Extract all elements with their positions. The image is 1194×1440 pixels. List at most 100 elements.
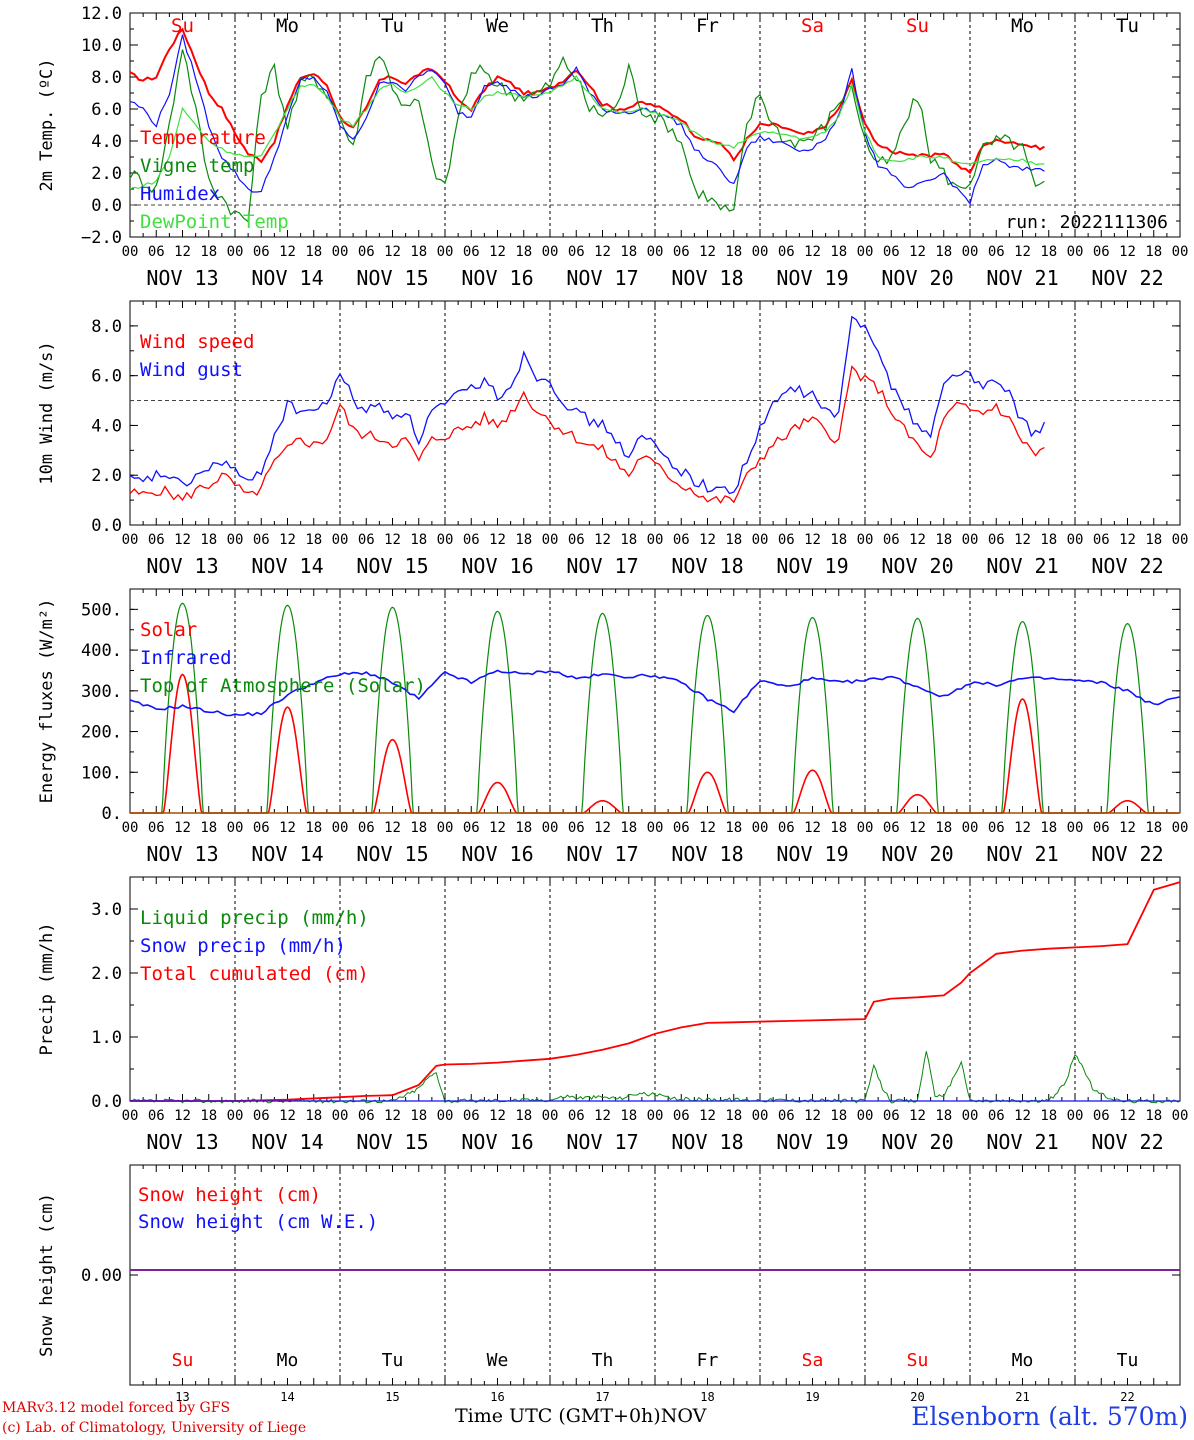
hour-tick-label: 06 (358, 244, 375, 260)
hour-tick-label: 18 (1040, 532, 1057, 548)
hour-tick-label: 00 (1067, 1108, 1084, 1124)
series-toa-solar-line (130, 602, 1179, 814)
hour-tick-label: 18 (725, 244, 742, 260)
hour-tick-label: 12 (699, 532, 716, 548)
hour-tick-label: 18 (305, 532, 322, 548)
hour-tick-label: 18 (1145, 1108, 1162, 1124)
date-label: NOV 13 (146, 1130, 218, 1154)
day-number-label: 20 (910, 1390, 924, 1404)
panel-frame (129, 12, 1181, 238)
hour-tick-label: 06 (778, 820, 795, 836)
hour-tick-label: 00 (542, 244, 559, 260)
hour-tick-label: 12 (1014, 244, 1031, 260)
hour-tick-label: 12 (699, 820, 716, 836)
hour-tick-label: 00 (1172, 820, 1189, 836)
date-label: NOV 16 (461, 266, 533, 290)
date-label: NOV 21 (986, 554, 1058, 578)
date-label: NOV 21 (986, 1130, 1058, 1154)
weekday-label: Tu (382, 1350, 404, 1371)
hour-tick-label: 12 (804, 532, 821, 548)
hour-tick-label: 18 (305, 244, 322, 260)
day-number-label: 14 (280, 1390, 294, 1404)
y-axis-label: Snow height (cm) (37, 1193, 57, 1357)
hour-tick-label: 00 (962, 1108, 979, 1124)
date-label: NOV 16 (461, 842, 533, 866)
hour-tick-label: 12 (909, 244, 926, 260)
hour-tick-label: 00 (752, 244, 769, 260)
y-tick-label: 0.0 (91, 196, 122, 216)
date-label: NOV 17 (566, 554, 638, 578)
hour-tick-label: 12 (489, 1108, 506, 1124)
weekday-label: Su (907, 1350, 929, 1371)
hour-tick-label: 00 (857, 532, 874, 548)
hour-tick-label: 00 (752, 1108, 769, 1124)
hour-tick-label: 18 (305, 820, 322, 836)
date-label: NOV 14 (251, 1130, 323, 1154)
series-vigne-temp-line (129, 49, 1045, 223)
day-number-label: 19 (805, 1390, 819, 1404)
weekday-label: Mo (277, 1350, 299, 1371)
panel-3 (129, 588, 1181, 814)
weekday-label: Mo (1012, 1350, 1034, 1371)
hour-tick-label: 06 (463, 244, 480, 260)
hour-tick-label: 18 (1040, 244, 1057, 260)
hour-tick-label: 00 (647, 820, 664, 836)
hour-tick-label: 18 (620, 1108, 637, 1124)
hour-tick-label: 12 (174, 820, 191, 836)
hour-tick-label: 12 (594, 820, 611, 836)
hour-tick-label: 06 (568, 532, 585, 548)
legend-entry: DewPoint Temp (140, 211, 289, 233)
hour-tick-label: 00 (647, 244, 664, 260)
weekday-label: Sa (802, 1350, 824, 1371)
date-label: NOV 15 (356, 266, 428, 290)
station-label: Elsenborn (alt. 570m) (911, 1402, 1188, 1431)
hour-tick-label: 06 (778, 1108, 795, 1124)
hour-tick-label: 06 (1093, 532, 1110, 548)
hour-tick-label: 00 (437, 244, 454, 260)
hour-tick-label: 12 (699, 244, 716, 260)
date-label: NOV 22 (1091, 554, 1163, 578)
hour-tick-label: 18 (725, 532, 742, 548)
hour-tick-label: 12 (909, 820, 926, 836)
hour-tick-label: 18 (935, 244, 952, 260)
hour-tick-label: 00 (1172, 532, 1189, 548)
x-axis-month: NOV (660, 1405, 707, 1427)
hour-tick-label: 12 (699, 1108, 716, 1124)
hour-tick-label: 00 (962, 820, 979, 836)
hour-tick-label: 00 (122, 820, 139, 836)
series-infrared-line (129, 669, 1181, 717)
y-tick-label: 4.0 (91, 132, 122, 152)
hour-tick-label: 18 (515, 532, 532, 548)
hour-tick-label: 12 (1119, 1108, 1136, 1124)
y-tick-label: 3.0 (91, 900, 122, 920)
series-temperature-line (129, 27, 1045, 175)
hour-tick-label: 12 (489, 244, 506, 260)
day-number-label: 21 (1015, 1390, 1029, 1404)
y-tick-label: 8.0 (91, 317, 122, 337)
day-number-label: 22 (1120, 1390, 1134, 1404)
hour-tick-label: 18 (200, 820, 217, 836)
hour-tick-label: 18 (935, 1108, 952, 1124)
weekday-label: We (486, 15, 509, 37)
y-tick-label: 2.0 (91, 964, 122, 984)
legend-entry: Snow height (cm W.E.) (138, 1211, 378, 1233)
y-tick-label: 2.0 (91, 164, 122, 184)
hour-tick-label: 00 (1172, 244, 1189, 260)
hour-tick-label: 12 (384, 532, 401, 548)
hour-tick-label: 18 (410, 532, 427, 548)
y-tick-label: 0.0 (91, 1092, 122, 1112)
hour-tick-label: 18 (1145, 820, 1162, 836)
hour-tick-label: 06 (358, 820, 375, 836)
hour-tick-label: 06 (988, 532, 1005, 548)
hour-tick-label: 06 (148, 244, 165, 260)
y-tick-label: 100. (81, 763, 122, 783)
date-label: NOV 17 (566, 266, 638, 290)
day-number-label: 18 (700, 1390, 714, 1404)
y-tick-label: 4.0 (91, 416, 122, 436)
date-label: NOV 14 (251, 842, 323, 866)
y-tick-label: 8.0 (91, 68, 122, 88)
hour-tick-label: 12 (1119, 820, 1136, 836)
hour-tick-label: 00 (857, 244, 874, 260)
hour-tick-label: 06 (778, 244, 795, 260)
hour-tick-label: 00 (752, 532, 769, 548)
